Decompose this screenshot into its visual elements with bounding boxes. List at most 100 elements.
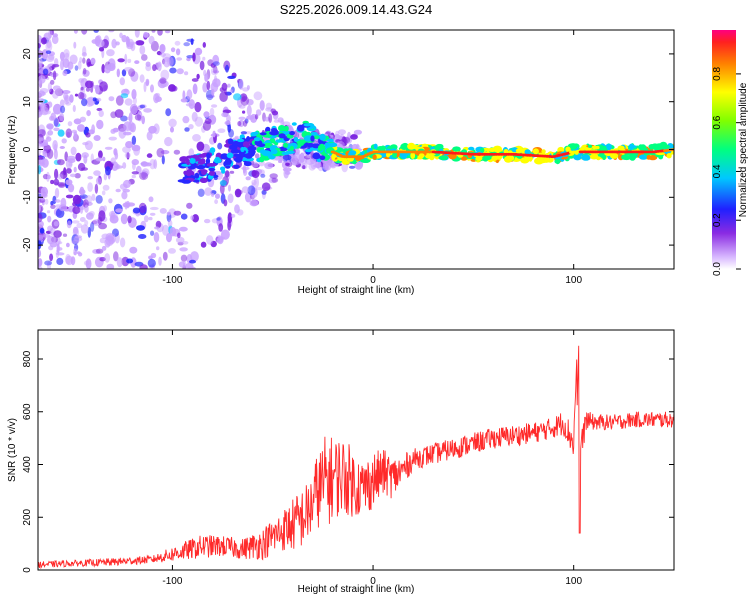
spectrogram-cell <box>42 233 51 238</box>
spectrogram-cell <box>182 90 186 101</box>
spectrogram-cell <box>83 154 88 164</box>
spectrogram-cell <box>81 98 88 107</box>
spectrogram-cell <box>170 47 176 53</box>
spectrogram-cell <box>170 126 174 133</box>
spectrogram-cell <box>232 153 243 157</box>
spectrogram-cell <box>230 214 236 218</box>
spectrogram-cell <box>341 159 350 165</box>
spectrogram-cell <box>103 205 107 212</box>
spectrogram-cell <box>78 92 85 100</box>
spectrogram-cell <box>243 168 248 176</box>
spectrogram-cell <box>164 30 171 34</box>
spectrogram-cell <box>38 220 44 228</box>
spectrogram-cell <box>185 103 193 107</box>
spectrogram-cell <box>41 91 47 96</box>
spectrogram-cell <box>176 57 183 61</box>
colorbar-tick-label: 0.2 <box>712 213 723 227</box>
spectrogram-cell <box>38 234 44 241</box>
spectrogram-cell <box>93 135 101 141</box>
spectrogram-cell <box>65 255 74 266</box>
spectrogram-cell <box>101 190 106 196</box>
spectrogram-cell <box>54 187 60 199</box>
spectrogram-x-tick-label: 0 <box>370 275 376 286</box>
spectrogram-cell <box>264 162 274 170</box>
spectrogram-cell <box>610 152 619 159</box>
spectrogram-cell <box>268 113 273 123</box>
spectrogram-cell <box>53 221 59 227</box>
spectrogram-cell <box>291 122 297 126</box>
spectrogram-cell <box>215 193 220 199</box>
spectrogram-cell <box>124 67 133 72</box>
spectrogram-cell <box>292 161 300 166</box>
spectrogram-cell <box>148 216 153 221</box>
spectrogram-cell <box>57 159 65 166</box>
spectrogram-cell <box>206 153 211 159</box>
spectrogram-cell <box>549 157 554 162</box>
spectrogram-cell <box>47 215 52 223</box>
spectrogram-cell <box>134 114 142 121</box>
spectrogram-cell <box>169 67 177 74</box>
spectrogram-cell <box>65 194 74 199</box>
spectrogram-cell <box>167 219 173 228</box>
spectrogram-cell <box>141 54 148 61</box>
spectrogram-cell <box>598 145 609 153</box>
spectrogram-cell <box>69 94 74 103</box>
spectrogram-y-tick-label: 0 <box>22 146 33 152</box>
spectrogram-cell <box>108 198 113 204</box>
spectrogram-cell <box>275 139 283 143</box>
spectrogram-cell <box>438 155 449 161</box>
spectrogram-cell <box>108 211 116 218</box>
spectrogram-cell <box>190 251 199 262</box>
spectrogram-cell <box>515 148 522 153</box>
spectrogram-cell <box>55 249 60 259</box>
spectrogram-cell <box>104 65 111 74</box>
spectrogram-cell <box>651 143 659 150</box>
snr-x-tick-label: 100 <box>565 576 582 587</box>
spectrogram-cell <box>268 177 277 184</box>
spectrogram-cell <box>38 54 41 59</box>
spectrogram-cell <box>38 249 42 258</box>
spectrogram-cell <box>52 90 59 99</box>
spectrogram-cell <box>161 155 165 165</box>
spectrogram-cell <box>289 131 295 136</box>
spectrogram-cell <box>51 236 58 244</box>
spectrogram-cell <box>117 58 125 63</box>
spectrogram-cell <box>101 63 105 74</box>
spectrogram-cell <box>183 42 190 47</box>
spectrogram-cell <box>253 137 261 142</box>
spectrogram-cell <box>205 157 211 165</box>
spectrogram-cell <box>138 234 147 239</box>
spectrogram-cell <box>352 160 357 165</box>
spectrogram-cell <box>241 186 249 194</box>
spectrogram-cell <box>248 148 256 156</box>
spectrogram-cell <box>197 160 205 165</box>
spectrogram-cell <box>573 154 582 161</box>
spectrogram-cell <box>44 198 49 205</box>
spectrogram-cell <box>45 54 55 63</box>
spectrogram-cell <box>259 132 267 136</box>
spectrogram-cell <box>410 152 416 159</box>
spectrogram-cell <box>229 170 235 174</box>
spectrogram-cell <box>180 254 188 262</box>
spectrogram-cell <box>98 109 104 118</box>
spectrogram-cell <box>62 233 68 237</box>
spectrogram-cell <box>217 236 224 245</box>
colorbar-label: Normalized spectral amplitude <box>738 82 749 217</box>
spectrogram-cell <box>233 164 240 169</box>
spectrogram-cell <box>214 156 221 164</box>
spectrogram-cell <box>227 83 231 88</box>
spectrogram-cell <box>250 132 257 137</box>
spectrogram-cell <box>305 148 313 153</box>
spectrogram-cell <box>51 35 59 45</box>
spectrogram-cell <box>143 215 149 223</box>
spectrogram-cell <box>85 258 92 269</box>
spectrogram-cell <box>49 253 54 262</box>
spectrogram-cell <box>134 30 140 38</box>
spectrogram-cell <box>218 223 224 232</box>
spectrogram-cell <box>554 159 560 164</box>
spectrogram-cell <box>131 174 136 179</box>
spectrogram-cell <box>206 235 214 245</box>
spectrogram-cell <box>638 146 643 150</box>
spectrogram-cell <box>219 180 227 186</box>
